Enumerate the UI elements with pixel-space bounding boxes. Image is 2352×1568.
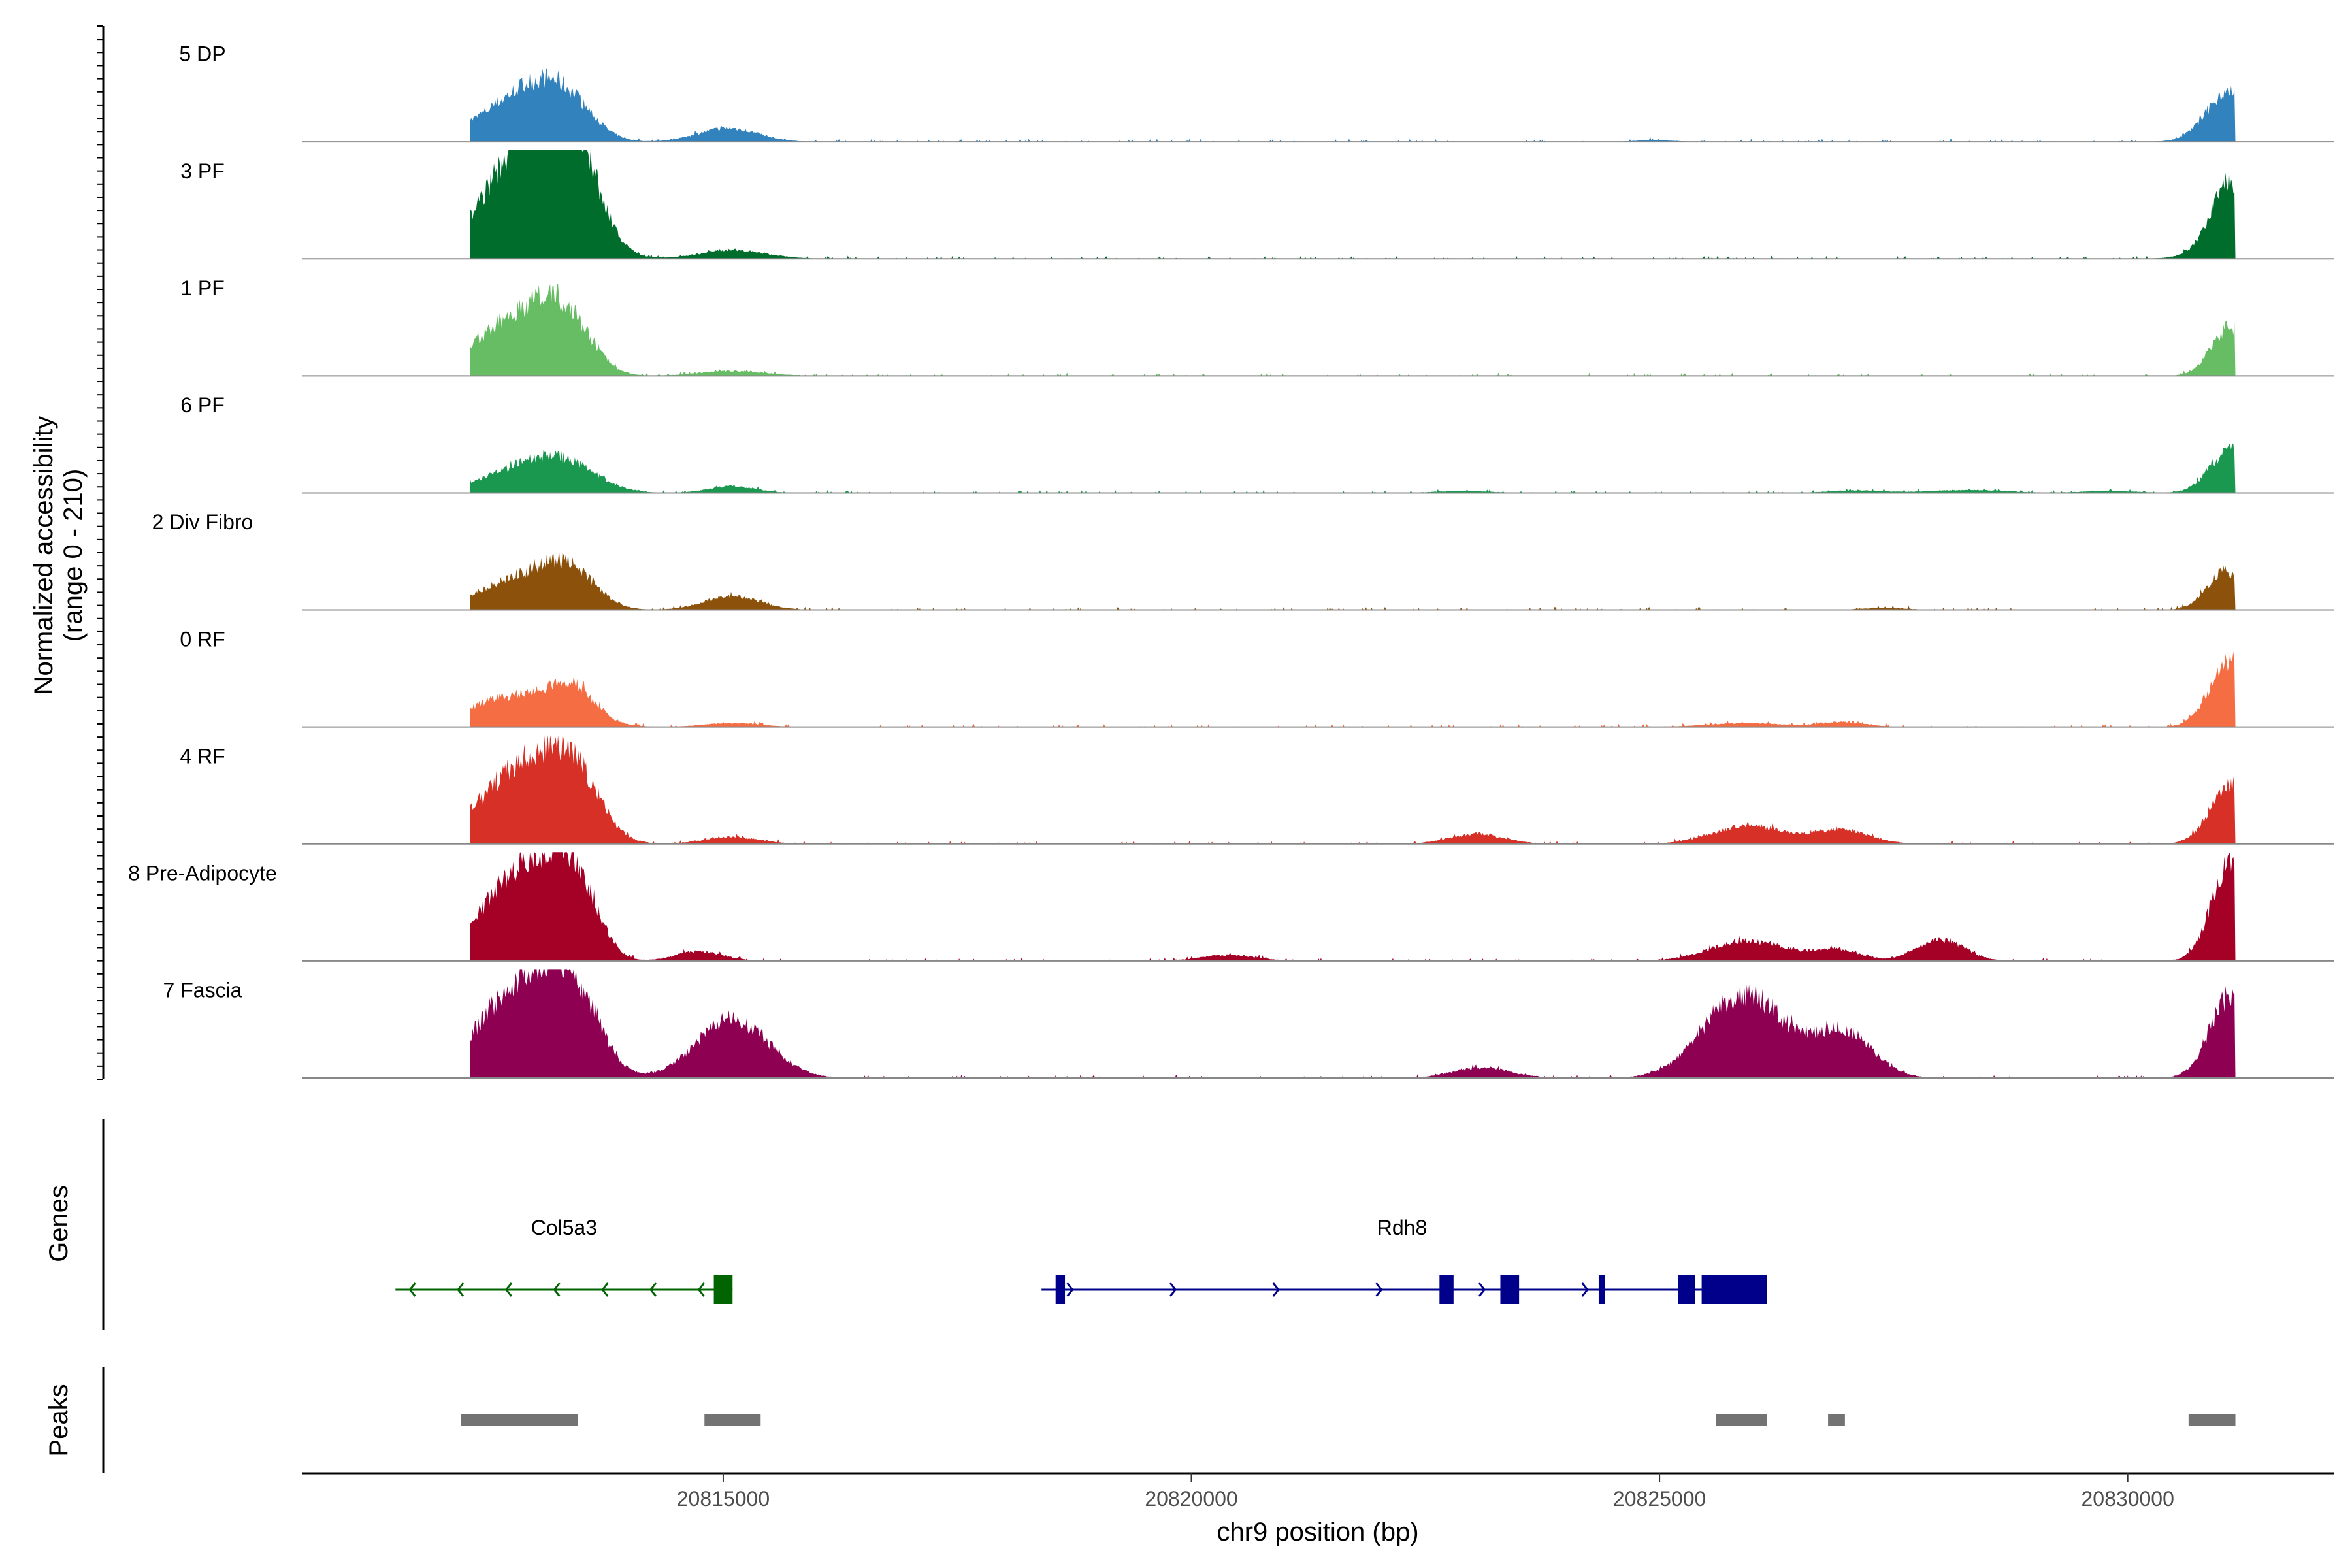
genes-panel-label: Genes: [44, 1185, 73, 1262]
track-8-pre-adipocyte: 8 Pre-Adipocyte: [128, 852, 2334, 962]
gene-exon: [1598, 1275, 1605, 1304]
gene-name-label: Rdh8: [1377, 1216, 1428, 1239]
strand-arrow: [408, 1282, 416, 1297]
gene-exon: [1678, 1275, 1695, 1304]
gene-rdh8: Rdh8: [1041, 1216, 1767, 1304]
track-label: 5 DP: [179, 42, 225, 66]
strand-arrow: [504, 1282, 513, 1297]
coverage-area: [470, 651, 2236, 727]
gene-exon: [1439, 1275, 1454, 1304]
peaks-panel-label: Peaks: [44, 1384, 73, 1456]
track-label: 4 RF: [180, 744, 225, 768]
coverage-area: [470, 735, 2236, 844]
x-axis-title: chr9 position (bp): [1217, 1518, 1418, 1546]
x-tick-label: 20825000: [1613, 1487, 1706, 1511]
track-2-div-fibro: 2 Div Fibro: [152, 510, 2334, 611]
track-1-pf: 1 PF: [180, 276, 2334, 377]
coverage-area: [470, 969, 2236, 1078]
coverage-area: [470, 150, 2236, 259]
strand-arrow: [601, 1282, 609, 1297]
coverage-area: [470, 852, 2236, 961]
strand-arrow: [1375, 1282, 1383, 1297]
strand-arrow: [1478, 1282, 1486, 1297]
track-6-pf: 6 PF: [180, 393, 2334, 494]
strand-arrow: [1581, 1282, 1589, 1297]
track-label: 8 Pre-Adipocyte: [128, 862, 277, 885]
gene-name-label: Col5a3: [531, 1216, 597, 1239]
track-label: 0 RF: [180, 627, 225, 651]
x-axis: 20815000 20820000 20825000 20830000: [677, 1473, 2174, 1511]
x-tick-label: 20820000: [1145, 1487, 1237, 1511]
track-label: 7 Fascia: [163, 979, 242, 1002]
peak-region: [2188, 1414, 2236, 1426]
strand-arrow: [457, 1282, 465, 1297]
coverage-area: [470, 551, 2236, 610]
track-label: 2 Div Fibro: [152, 510, 253, 534]
track-7-fascia: 7 Fascia: [163, 969, 2334, 1079]
strand-arrow: [553, 1282, 561, 1297]
track-label: 3 PF: [180, 159, 225, 183]
peak-region: [1828, 1414, 1845, 1426]
accessibility-tracks: 5 DP 3 PF 1 PF 6 PF 2 Div Fibro 0 RF 4 RF 8 Pre…: [128, 42, 2334, 1079]
strand-arrow: [1169, 1282, 1177, 1297]
coverage-area: [470, 68, 2236, 142]
strand-arrow: [1272, 1282, 1280, 1297]
gene-exon: [1500, 1275, 1520, 1304]
gene-exon: [1055, 1275, 1066, 1304]
track-5-dp: 5 DP: [179, 42, 2334, 143]
x-tick-label: 20830000: [2082, 1487, 2174, 1511]
track-label: 1 PF: [180, 276, 225, 300]
peak-region: [704, 1414, 761, 1426]
gene-col5a3: Col5a3: [395, 1216, 733, 1304]
gene-exon: [1701, 1275, 1767, 1304]
track-3-pf: 3 PF: [180, 150, 2334, 260]
peak-region: [461, 1414, 578, 1426]
peak-region: [1716, 1414, 1767, 1426]
gene-exon: [713, 1275, 733, 1304]
strand-arrow: [697, 1282, 705, 1297]
y-axis-title-line1: Normalized accessibility: [29, 416, 58, 695]
strand-arrow: [1066, 1282, 1074, 1297]
gene-annotations: Col5a3 Rdh8: [395, 1216, 1767, 1304]
track-label: 6 PF: [180, 393, 225, 417]
y-axis-title-line2: (range 0 - 210): [59, 469, 88, 642]
track-0-rf: 0 RF: [180, 627, 2334, 728]
x-tick-label: 20815000: [677, 1487, 770, 1511]
track-4-rf: 4 RF: [180, 735, 2334, 845]
coverage-area: [470, 284, 2236, 376]
coverage-area: [470, 443, 2236, 493]
peak-regions: [461, 1414, 2236, 1426]
strand-arrow: [649, 1282, 657, 1297]
track-y-axis: [97, 25, 105, 1080]
